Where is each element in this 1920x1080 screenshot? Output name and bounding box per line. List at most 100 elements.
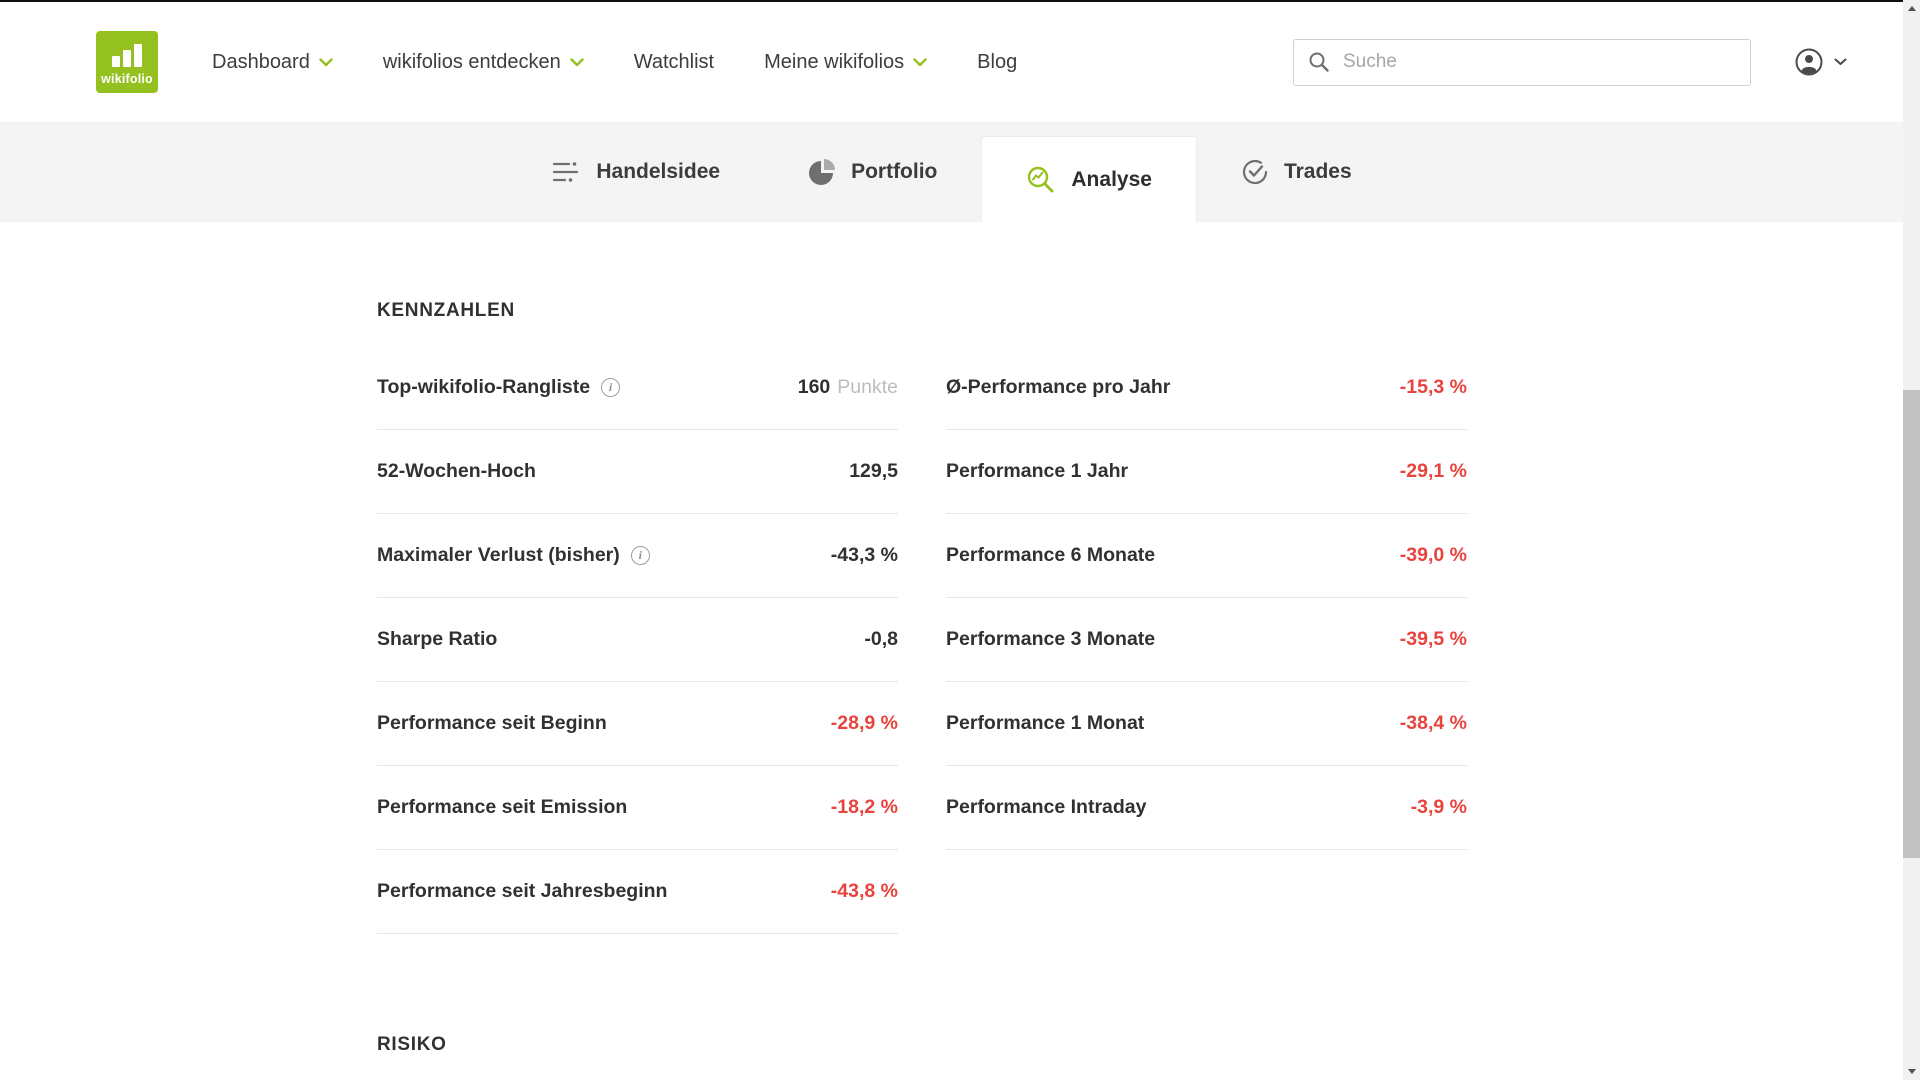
metric-value: -43,3 % [830,544,898,566]
chevron-down-icon [570,57,584,67]
metric-row-performance-1-monat: Performance 1 Monat -38,4 % [946,682,1467,766]
scrollbar-thumb[interactable] [1903,390,1920,858]
metric-row-performance-intraday: Performance Intraday -3,9 % [946,766,1467,850]
metric-value: -28,9 % [830,712,898,734]
metric-row-performance-3-monate: Performance 3 Monate -39,5 % [946,598,1467,682]
metric-value: -0,8 [864,628,898,650]
metric-value: -38,4 % [1399,712,1467,734]
metric-value-number: 160 [797,376,831,398]
metric-label: Sharpe Ratio [377,628,497,651]
metric-value: 129,5 [849,460,898,482]
metric-label: Performance seit Jahresbeginn [377,880,667,903]
metric-row-maximaler-verlust: Maximaler Verlust (bisher) -43,3 % [377,514,898,598]
scroll-down-arrow-icon [1907,1069,1916,1074]
metric-label-text: 52-Wochen-Hoch [377,460,536,482]
nav-label: Blog [977,50,1018,73]
metric-label-text: Performance 3 Monate [946,628,1156,650]
metric-label: Performance 1 Jahr [946,460,1128,483]
metric-label: Performance seit Beginn [377,712,607,735]
chevron-down-icon [1834,58,1847,66]
metric-row-52-wochen-hoch: 52-Wochen-Hoch 129,5 [377,430,898,514]
metric-label: Performance 3 Monate [946,628,1155,651]
logo-text: wikifolio [101,72,153,86]
metric-label-text: Ø-Performance pro Jahr [946,376,1171,398]
info-icon[interactable] [601,378,621,397]
analysis-content: KENNZAHLEN Top-wikifolio-Rangliste 160 Pu… [0,222,1903,1080]
metric-row-performance-6-monate: Performance 6 Monate -39,0 % [946,514,1467,598]
key-figures-table: Top-wikifolio-Rangliste 160 Punkte 52-Woc… [377,346,1903,934]
nav-item-watchlist[interactable]: Watchlist [634,51,714,74]
nav-label: wikifolios entdecken [382,50,561,73]
info-icon[interactable] [630,546,650,565]
tab-label: Handelsidee [596,160,721,183]
scrollbar-down-button[interactable] [1903,1063,1920,1080]
tab-analyse[interactable]: Analyse [981,136,1197,222]
chevron-down-icon [319,57,333,67]
metric-label: Top-wikifolio-Rangliste [377,376,621,399]
metric-label-text: Performance 1 Monat [946,712,1145,734]
metric-value: -43,8 % [830,880,898,902]
metric-label-text: Performance seit Beginn [377,712,607,734]
main-header: wikifolio Dashboard wikifolios entdecken… [0,2,1903,122]
account-menu[interactable] [1793,46,1847,78]
nav-item-wikifolios-entdecken[interactable]: wikifolios entdecken [383,51,584,74]
wikifolio-tab-bar: Handelsidee Portfolio Analyse [0,122,1903,222]
tab-trades[interactable]: Trades [1197,122,1396,222]
window-top-edge [0,0,1903,2]
nav-label: Watchlist [633,50,715,73]
metric-label: Performance 1 Monat [946,712,1144,735]
metric-value: 160 Punkte [798,376,898,399]
nav-label: Meine wikifolios [764,50,905,73]
tab-label: Analyse [1071,167,1152,191]
search-box[interactable] [1293,38,1751,86]
main-nav: Dashboard wikifolios entdecken Watchlist… [212,51,1017,74]
metric-value: -29,1 % [1399,460,1467,482]
metric-label-text: Sharpe Ratio [377,628,498,650]
metric-value: -3,9 % [1410,796,1467,818]
nav-item-blog[interactable]: Blog [977,51,1017,74]
tab-handelsidee[interactable]: Handelsidee [507,122,764,222]
nav-item-dashboard[interactable]: Dashboard [212,51,333,74]
trades-check-icon [1241,158,1269,186]
chevron-down-icon [913,57,927,67]
tabs: Handelsidee Portfolio Analyse [507,122,1395,222]
metric-row-sharpe-ratio: Sharpe Ratio -0,8 [377,598,898,682]
metric-label: Maximaler Verlust (bisher) [377,544,650,567]
metric-label-text: Maximaler Verlust (bisher) [377,544,620,566]
metric-row-performance-1-jahr: Performance 1 Jahr -29,1 % [946,430,1467,514]
metric-value-unit: Punkte [837,376,898,398]
pie-chart-icon [808,158,836,186]
metric-value: -18,2 % [830,796,898,818]
metric-label: Performance seit Emission [377,796,627,819]
tab-label: Trades [1283,160,1352,183]
metric-row-performance-seit-emission: Performance seit Emission -18,2 % [377,766,898,850]
metric-row-top-wikifolio-rangliste: Top-wikifolio-Rangliste 160 Punkte [377,346,898,430]
key-figures-left-column: Top-wikifolio-Rangliste 160 Punkte 52-Woc… [377,346,898,934]
scroll-up-arrow-icon [1907,6,1916,11]
search-input[interactable] [1341,50,1736,74]
logo-bar-chart-icon [112,44,142,67]
vertical-scrollbar[interactable] [1903,0,1920,1080]
metric-label: 52-Wochen-Hoch [377,460,536,483]
wikifolio-logo[interactable]: wikifolio [96,31,158,93]
metric-label: Ø-Performance pro Jahr [946,376,1170,399]
metric-value: -39,0 % [1399,544,1467,566]
search-icon [1308,51,1330,73]
key-figures-right-column: Ø-Performance pro Jahr -15,3 % Performan… [946,346,1467,850]
metric-label: Performance Intraday [946,796,1147,819]
tab-portfolio[interactable]: Portfolio [764,122,981,222]
metric-label: Performance 6 Monate [946,544,1155,567]
metric-row-performance-seit-jahresbeginn: Performance seit Jahresbeginn -43,8 % [377,850,898,934]
metric-label-text: Performance 1 Jahr [946,460,1129,482]
scrollbar-up-button[interactable] [1903,0,1920,17]
metric-row-performance-pro-jahr: Ø-Performance pro Jahr -15,3 % [946,346,1467,430]
tab-label: Portfolio [851,160,938,183]
metric-label-text: Performance seit Emission [377,796,628,818]
metric-label-text: Performance 6 Monate [946,544,1156,566]
trading-idea-icon [551,159,581,185]
nav-item-meine-wikifolios[interactable]: Meine wikifolios [764,51,927,74]
risiko-heading: RISIKO [377,1034,447,1055]
metric-label-text: Top-wikifolio-Rangliste [377,376,591,398]
metric-label-text: Performance seit Jahresbeginn [377,880,668,902]
metric-value: -15,3 % [1399,376,1467,398]
